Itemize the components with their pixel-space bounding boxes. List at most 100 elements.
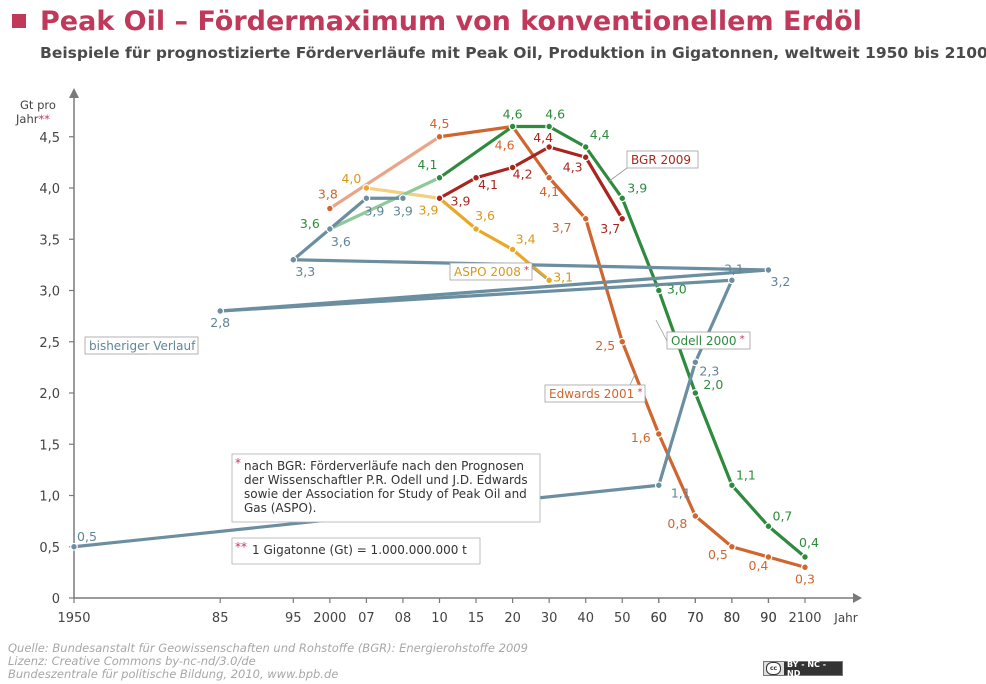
historic-data-label: 1,1	[671, 485, 691, 500]
edwards-2001-data-label: 4,5	[430, 116, 450, 131]
y-axis-title-mark: **	[38, 112, 50, 126]
x-tick-label: 85	[212, 611, 229, 626]
bgr-2009-line-segment	[510, 145, 551, 170]
historic-data-label: 0,5	[77, 529, 97, 544]
title-text: Peak Oil – Fördermaximum von konventione…	[40, 5, 862, 37]
historic-data-point	[70, 542, 78, 551]
historic-data-point	[216, 307, 225, 315]
x-tick-label: 08	[395, 611, 412, 626]
edwards-2001-line-segment	[584, 217, 624, 344]
x-tick-label: 2100	[788, 611, 821, 626]
odell-2000-data-label: 4,1	[418, 157, 438, 172]
odell-2000-line-segment	[693, 391, 734, 487]
edwards-2001-line-segment	[730, 545, 771, 559]
publisher-text: Bundeszentrale für politische Bildung, 2…	[8, 667, 339, 681]
footnote-bgr-line: sowie der Association for Study of Peak …	[244, 487, 527, 501]
edwards-2001-data-point	[325, 204, 334, 213]
bgr-2009-data-label: 4,4	[533, 130, 553, 145]
footnote-bgr-box	[231, 453, 541, 523]
historic-data-point	[289, 255, 298, 264]
odell-2000-line-segment	[584, 145, 624, 200]
odell-2000-data-point	[764, 522, 773, 531]
odell-2000-line-segment	[730, 483, 771, 528]
footnote-gigatonne-box	[231, 537, 481, 565]
y-axis-title: Jahr**	[15, 112, 50, 126]
odell-2000-series-label-box	[666, 331, 751, 350]
historic-data-label: 3,9	[393, 203, 413, 218]
historic-line-segment	[657, 360, 697, 487]
historic-data-label: 3,6	[331, 234, 351, 249]
footnote-bgr-line: nach BGR: Förderverläufe nach den Progno…	[244, 459, 524, 473]
edwards-2001-data-point	[801, 563, 809, 572]
edwards-2001-data-point	[581, 214, 590, 223]
aspo-2008-data-label: 4,0	[341, 171, 361, 186]
x-tick-label: 80	[724, 611, 741, 626]
historic-data-point	[764, 266, 773, 274]
odell-2000-data-label: 2,0	[703, 377, 723, 392]
historic-data-label: 3,9	[364, 203, 384, 218]
y-tick-label: 3,0	[39, 285, 60, 300]
edwards-2001-line-segment	[693, 514, 734, 549]
aspo-2008-line-segment	[474, 227, 515, 252]
historic-data-label: 2,3	[699, 363, 719, 378]
bgr-2009-line-segment	[547, 145, 588, 159]
edwards-2001-line-segment	[547, 176, 588, 221]
edwards-2001-data-point	[764, 553, 773, 561]
odell-2000-line-segment	[766, 524, 807, 559]
edwards-2001-series-label-box	[544, 384, 646, 403]
edwards-2001-data-label: 0,4	[749, 558, 769, 573]
edwards-2001-data-label: 3,7	[552, 220, 572, 235]
footnote-bgr-line: der Wissenschaftler P.R. Odell und J.D. …	[244, 473, 528, 487]
y-axis-arrow-icon	[69, 88, 79, 98]
odell-2000-data-label: 3,0	[667, 282, 687, 297]
edwards-2001-data-point	[691, 512, 700, 520]
bgr-2009-data-point	[472, 173, 480, 182]
x-tick-label: 90	[760, 611, 777, 626]
edwards-2001-line-segment	[510, 124, 551, 180]
historic-data-point	[362, 194, 371, 203]
bgr-2009-line-segment	[474, 165, 515, 180]
x-tick-label: 40	[577, 611, 594, 626]
bgr-2009-series-label-box	[626, 150, 699, 169]
edwards-2001-line-segment	[766, 555, 807, 569]
odell-2000-line-segment	[620, 196, 661, 293]
edwards-2001-series-label-text: Edwards 2001 *	[549, 387, 643, 401]
x-tick-label: 30	[541, 611, 558, 626]
bgr-2009-data-point	[435, 194, 444, 203]
x-tick-label: 95	[285, 611, 302, 626]
y-tick-label: 1,0	[39, 490, 60, 505]
x-tick-label: 60	[651, 611, 668, 626]
x-tick-label: 50	[614, 611, 631, 626]
bgr-2009-data-point	[545, 143, 554, 151]
bgr-2009-series-label-text: BGR 2009	[631, 153, 691, 167]
edwards-2001-data-label: 0,8	[667, 516, 687, 531]
historic-data-point	[325, 225, 334, 233]
edwards-2001-data-point	[728, 542, 736, 551]
edwards-2001-data-point	[618, 337, 627, 346]
page-title: Peak Oil – Fördermaximum von konventione…	[12, 2, 862, 40]
edwards-2001-data-point	[435, 132, 444, 141]
historic-data-label: 3,1	[724, 261, 744, 276]
edwards-2001-data-label: 4,1	[539, 184, 559, 199]
bgr-2009-line-segment	[584, 155, 624, 221]
aspo-2008-data-label: 3,6	[475, 208, 495, 223]
odell-2000-data-label: 3,9	[627, 180, 647, 195]
historic-line-segment	[328, 196, 368, 231]
edwards-2001-data-point	[654, 430, 663, 438]
odell-2000-data-point	[691, 389, 700, 397]
aspo-2008-line-segment	[437, 196, 478, 231]
footnote-gigatonne-line: 1 Gigatonne (Gt) = 1.000.000.000 t	[252, 543, 467, 557]
bgr-2009-data-label: 4,2	[513, 167, 533, 182]
x-tick-label: 2000	[313, 611, 346, 626]
odell-2000-data-point	[508, 122, 517, 131]
edwards-2001-line-segment	[328, 135, 442, 211]
title-square-icon	[12, 14, 26, 28]
y-tick-label: 4,5	[39, 131, 60, 146]
edwards-2001-line-segment	[437, 124, 515, 139]
odell-2000-series-label-star: *	[736, 334, 744, 345]
aspo-2008-series-label-star: *	[521, 265, 529, 276]
x-tick-label: 60	[651, 611, 668, 626]
y-tick-label: 4,0	[39, 182, 60, 197]
cc-license-badge[interactable]: cc BY - NC - ND	[763, 660, 843, 678]
aspo-2008-data-label: 3,1	[553, 269, 573, 284]
